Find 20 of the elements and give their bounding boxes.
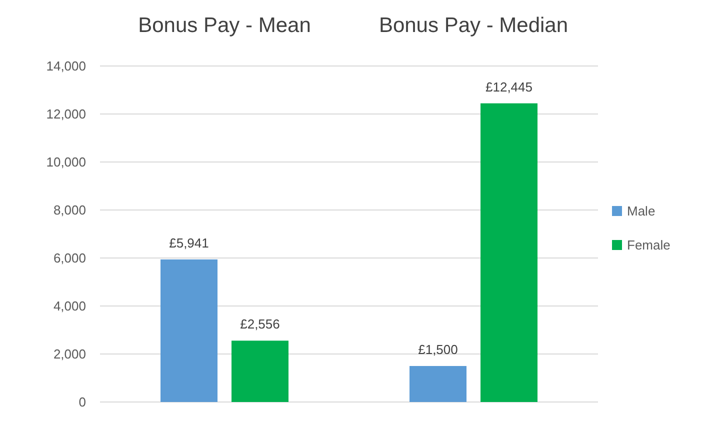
y-tick-label: 0	[78, 394, 86, 410]
data-label: £1,500	[418, 342, 458, 357]
data-label: £5,941	[169, 235, 209, 250]
bar	[232, 340, 288, 402]
data-label: £2,556	[240, 316, 280, 332]
bar	[160, 259, 218, 402]
y-tick-label: 4,000	[53, 298, 86, 314]
legend-label: Male	[627, 204, 656, 219]
x-tick-label: Bonus Pay - Mean	[138, 14, 311, 37]
y-tick-label: 2,000	[53, 346, 86, 362]
x-tick-label: Bonus Pay - Median	[378, 14, 568, 37]
y-tick-label: 10,000	[46, 154, 86, 170]
y-tick-label: 6,000	[53, 250, 86, 266]
bar	[480, 103, 538, 402]
y-tick-label: 8,000	[53, 202, 86, 218]
data-label: £12,445	[486, 79, 532, 94]
y-tick-label: 14,000	[46, 58, 86, 74]
legend-label: Female	[627, 238, 670, 253]
y-tick-label: 12,000	[46, 106, 86, 122]
bar	[410, 366, 466, 402]
